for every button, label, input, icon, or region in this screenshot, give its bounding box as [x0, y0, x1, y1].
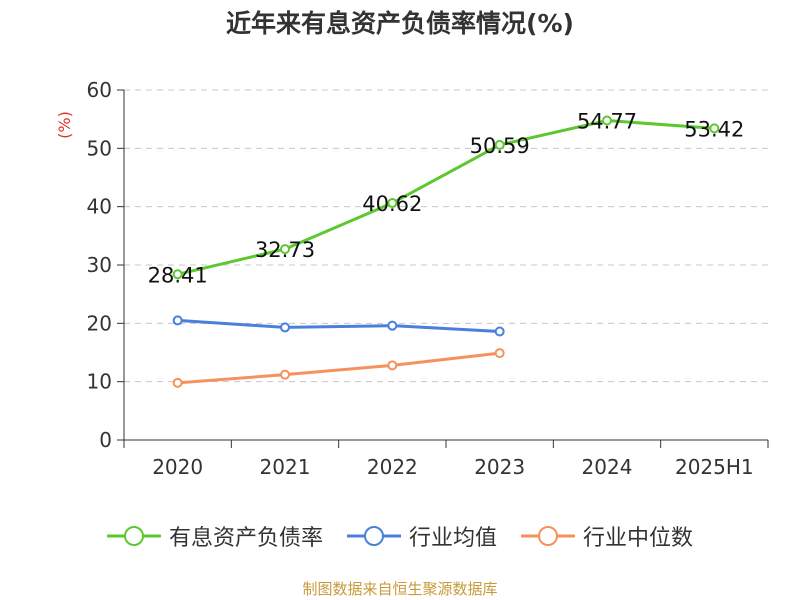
series-line [177, 351, 500, 385]
data-label: 50.59 [470, 134, 530, 158]
data-point [602, 115, 612, 126]
data-point [494, 348, 505, 359]
legend-symbol [106, 526, 161, 546]
x-tick-label: 2025H1 [675, 455, 754, 479]
legend-label: 有息资产负债率 [168, 526, 323, 551]
y-axis-label: (%) [55, 111, 74, 139]
data-label: 28.41 [148, 263, 208, 287]
series-0 [172, 115, 720, 280]
data-point [709, 123, 720, 134]
data-point [494, 139, 505, 150]
data-point [280, 244, 290, 255]
data-labels: 28.41 32.73 40.62 50.59 54.77 53.42 [148, 110, 745, 288]
series-lines [172, 115, 720, 388]
series-line [177, 318, 500, 333]
legend-symbol [346, 526, 401, 546]
data-label: 53.42 [684, 117, 744, 141]
series-1 [172, 315, 505, 337]
legend-label: 行业均值 [408, 526, 497, 551]
data-label: 32.73 [255, 238, 315, 262]
y-tick-label: 50 [87, 136, 112, 160]
x-tick-label: 2021 [260, 455, 311, 479]
y-tick-label: 60 [87, 78, 112, 102]
series-line [177, 118, 715, 276]
data-point [280, 322, 290, 333]
legend-marker [123, 526, 144, 546]
y-tick-label: 30 [87, 253, 112, 277]
x-tick-label: 2020 [152, 455, 203, 479]
data-point [387, 198, 398, 209]
data-point [280, 369, 290, 380]
legend-marker [538, 526, 558, 546]
data-point [387, 320, 398, 331]
legend-item[interactable]: 行业均值 [346, 520, 497, 552]
data-point [172, 269, 183, 280]
chart-title: 近年来有息资产负债率情况(%) [226, 9, 574, 38]
legend-item[interactable]: 行业中位数 [521, 520, 693, 552]
data-point [494, 326, 505, 337]
data-point [172, 315, 183, 326]
x-tick-label: 2022 [367, 455, 418, 479]
x-tick-label: 2024 [582, 455, 633, 479]
x-tick-label: 2023 [474, 455, 525, 479]
y-tick-label: 20 [87, 311, 112, 335]
data-label: 40.62 [362, 192, 422, 216]
y-tick-label: 10 [87, 370, 112, 394]
legend-marker [363, 526, 384, 546]
legend: 有息资产负债率 行业均值 行业中位数 [0, 520, 800, 552]
axes: 0 10 20 30 40 50 60 (%) 2020 2021 2022 2023 2024 2025… [55, 78, 769, 479]
data-point [387, 360, 398, 371]
source-note: 制图数据来自恒生聚源数据库 [302, 580, 498, 598]
grid-lines [124, 89, 768, 383]
series-2 [172, 348, 505, 388]
y-tick-label: 0 [99, 428, 112, 452]
legend-symbol [521, 526, 575, 546]
legend-label: 行业中位数 [583, 526, 694, 551]
legend-item[interactable]: 有息资产负债率 [106, 520, 323, 552]
y-tick-label: 40 [87, 195, 112, 219]
data-point [172, 377, 183, 388]
data-label: 54.77 [577, 110, 637, 134]
